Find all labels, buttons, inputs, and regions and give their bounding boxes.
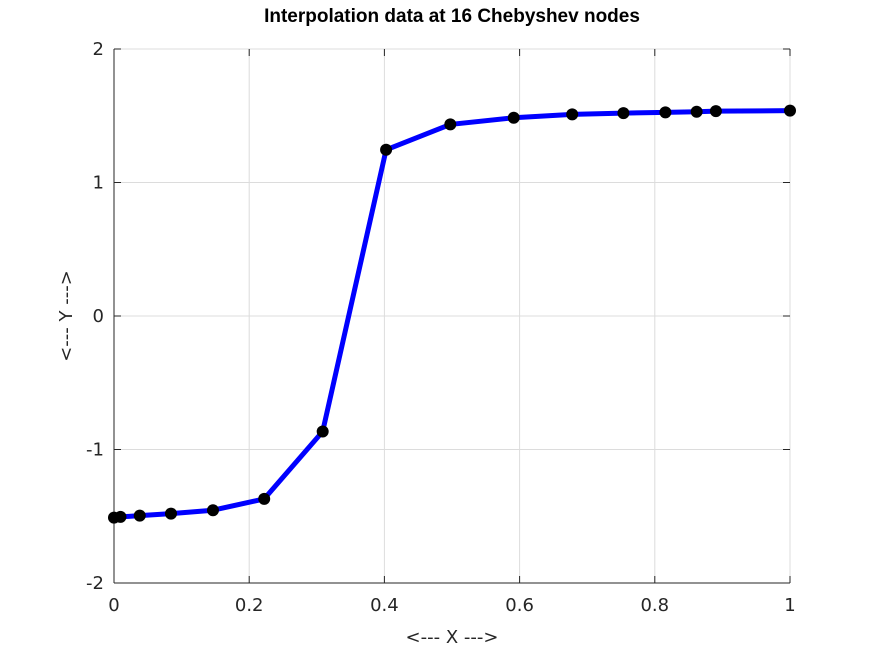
y-tick-label: 0 <box>93 306 104 327</box>
x-tick-label: 0.8 <box>640 595 669 616</box>
x-tick-label: 0 <box>108 595 119 616</box>
data-point <box>690 105 703 118</box>
x-axis-label: <--- X ---> <box>406 627 499 648</box>
tick-labels: 0 0.2 0.4 0.6 0.8 1 -2 -1 0 1 2 <box>86 39 796 616</box>
data-point <box>258 492 271 505</box>
data-point <box>617 107 630 120</box>
data-point <box>164 507 177 520</box>
data-point <box>784 104 796 117</box>
y-tick-label: 1 <box>93 173 104 194</box>
series-layer <box>108 104 796 524</box>
data-point <box>444 118 457 131</box>
y-tick-label: 2 <box>93 39 104 60</box>
data-point <box>206 504 219 517</box>
series-line <box>111 108 793 521</box>
x-tick-label: 1 <box>784 595 795 616</box>
data-point <box>114 510 127 523</box>
data-point <box>133 509 146 522</box>
data-point <box>316 425 329 438</box>
data-point <box>566 108 579 121</box>
data-point <box>659 106 672 119</box>
y-axis-label: <--- Y ---> <box>56 270 77 362</box>
x-tick-label: 0.2 <box>235 595 264 616</box>
chart-title: Interpolation data at 16 Chebyshev nodes <box>264 6 640 27</box>
x-tick-label: 0.4 <box>370 595 399 616</box>
data-point <box>709 105 722 118</box>
axes <box>113 48 791 584</box>
x-tick-label: 0.6 <box>505 595 534 616</box>
y-tick-label: -1 <box>86 440 104 461</box>
data-point <box>380 143 393 156</box>
data-point <box>507 111 520 124</box>
y-tick-label: -2 <box>86 573 104 594</box>
